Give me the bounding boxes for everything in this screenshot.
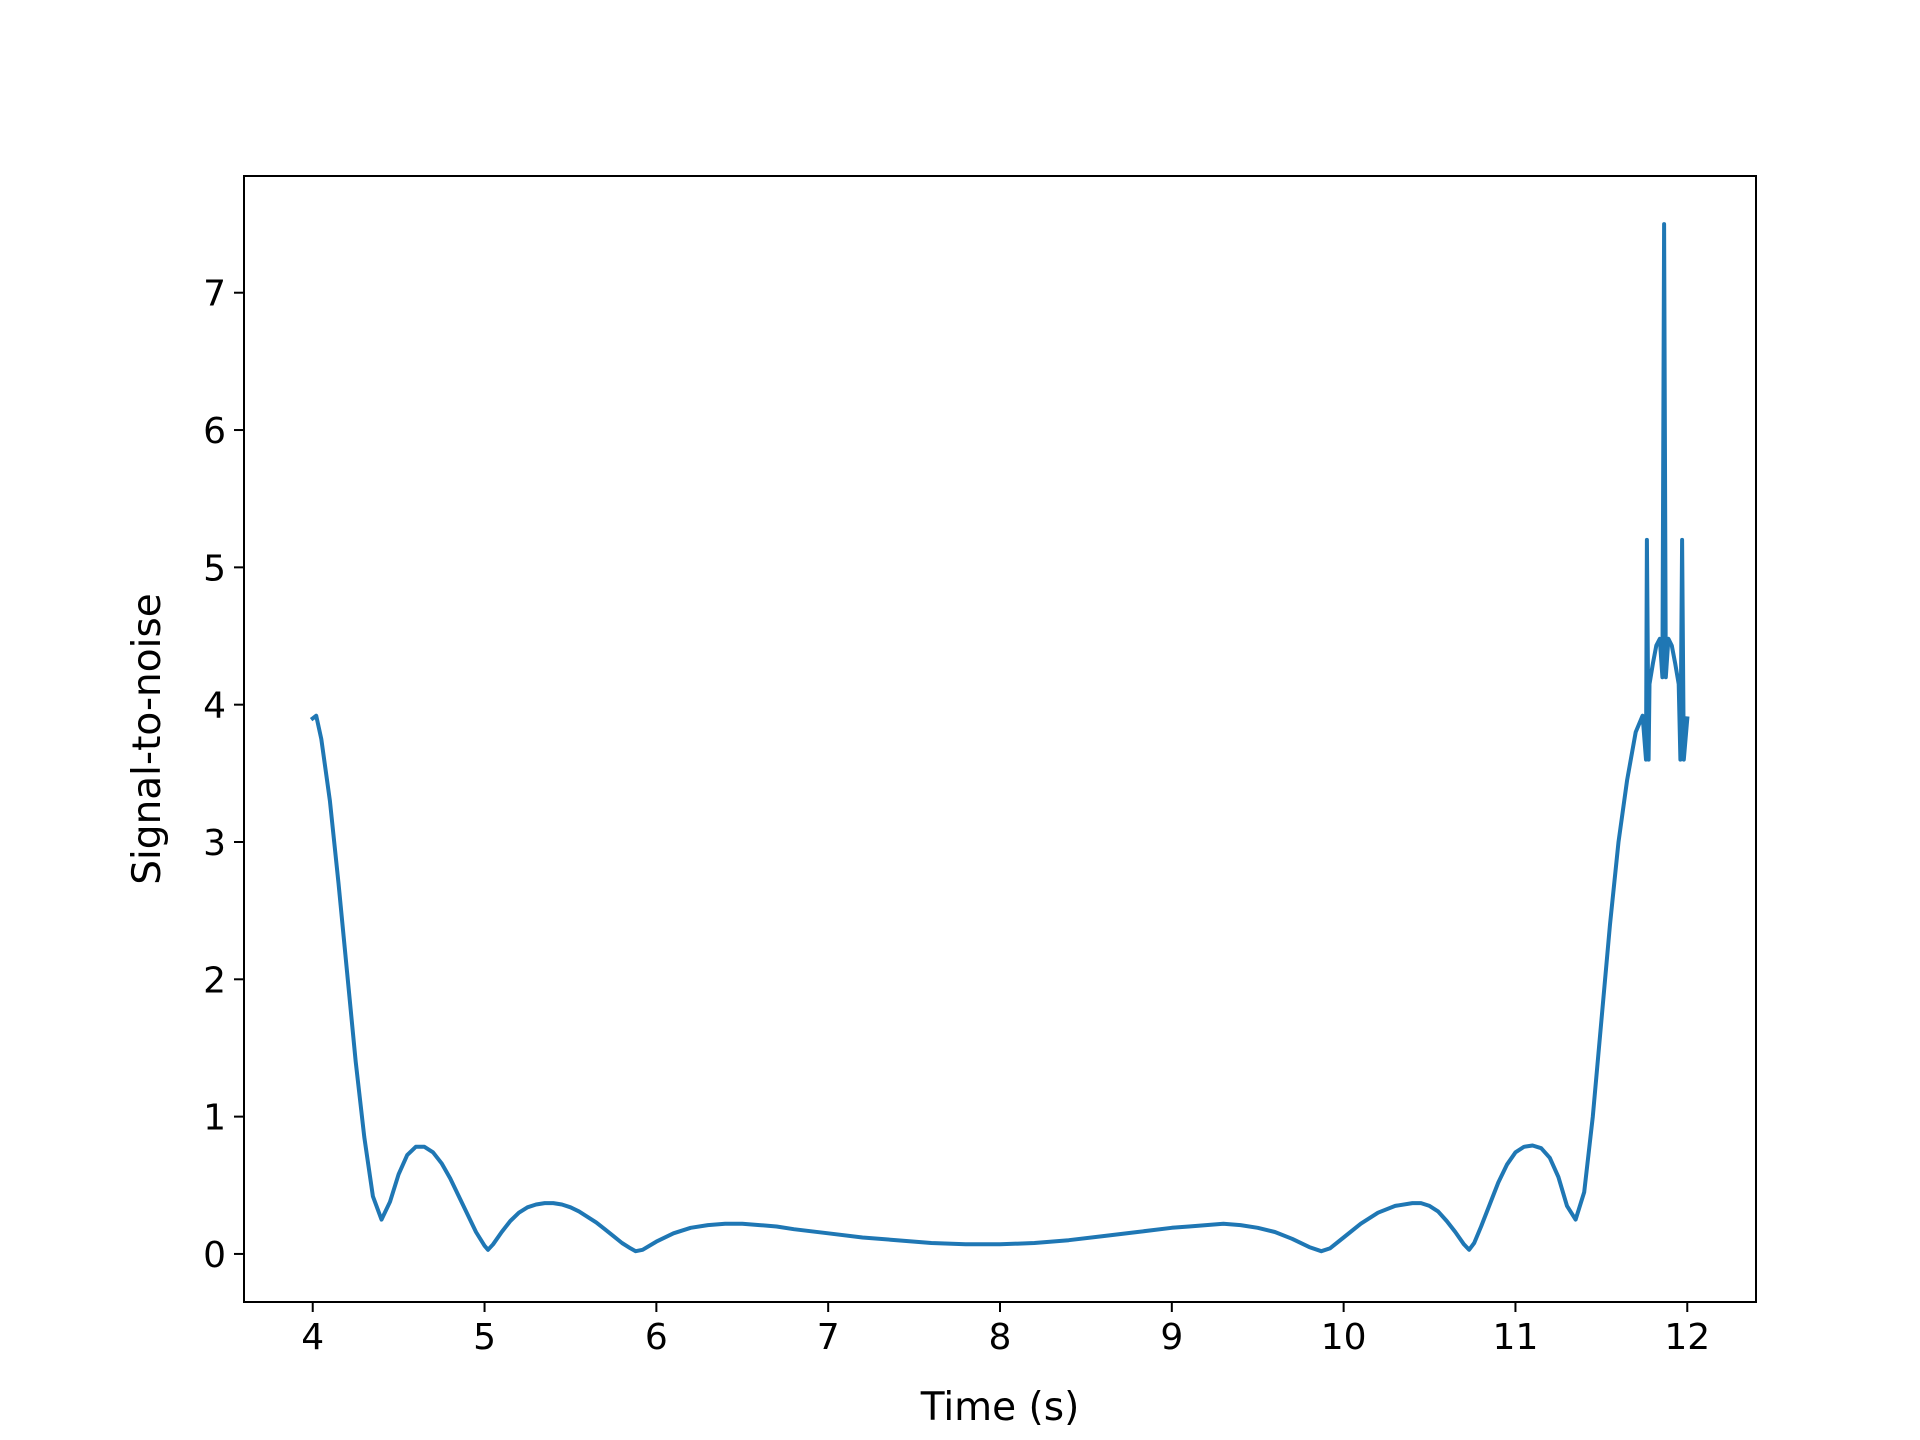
series-line [309,222,1690,1254]
x-tick-label: 4 [301,1317,324,1358]
x-tick-label: 7 [817,1317,840,1358]
x-tick-label: 10 [1321,1317,1367,1358]
x-axis-label: Time (s) [920,1385,1080,1430]
x-tick-label: 8 [989,1317,1012,1358]
y-tick-label: 1 [203,1098,226,1139]
y-tick-label: 4 [203,686,226,727]
y-axis: 0 1 2 3 4 5 6 7 [203,274,244,1276]
x-tick-label: 12 [1664,1317,1710,1358]
x-tick-label: 9 [1160,1317,1183,1358]
y-axis-label: Signal-to-noise [125,593,170,885]
y-tick-label: 5 [203,548,226,589]
x-tick-label: 5 [473,1317,496,1358]
x-tick-label: 6 [645,1317,668,1358]
y-tick-label: 2 [203,960,226,1001]
y-tick-label: 3 [203,823,226,864]
y-tick-label: 6 [203,411,226,452]
x-axis: 4 5 6 7 8 9 10 11 12 [301,1302,1710,1358]
y-tick-label: 7 [203,274,226,315]
plot-area [309,222,1690,1254]
x-tick-label: 11 [1493,1317,1539,1358]
y-tick-label: 0 [203,1235,226,1276]
